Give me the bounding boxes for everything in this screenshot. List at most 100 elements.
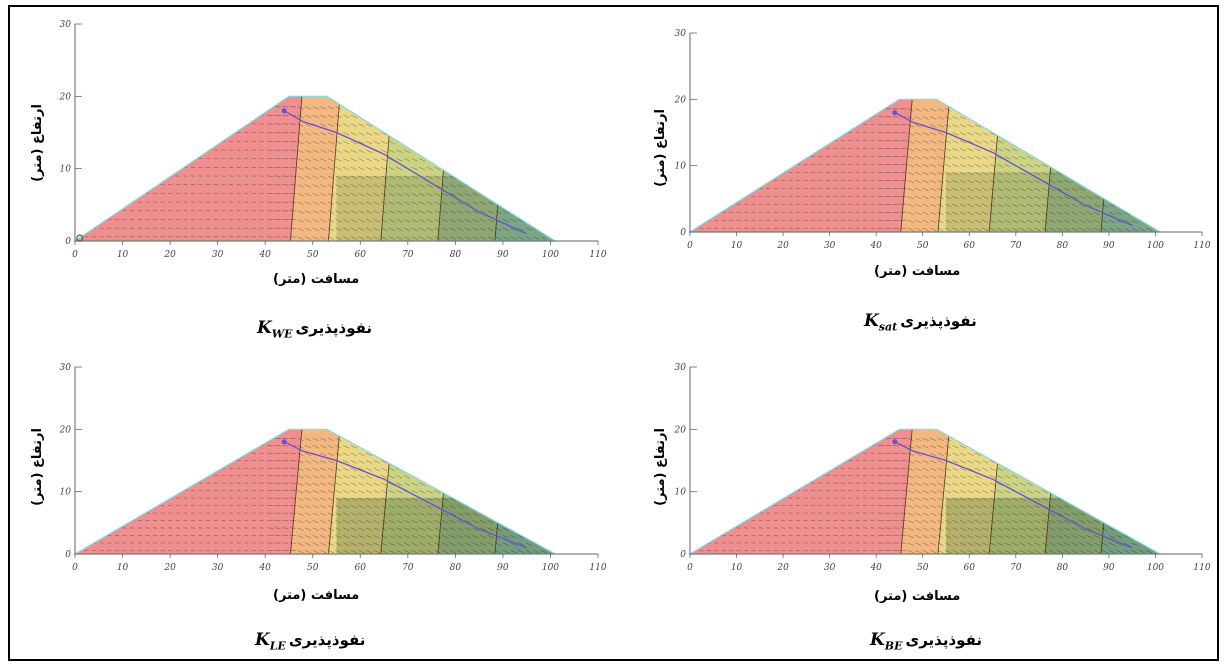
x-tick-label: 30: [212, 563, 224, 573]
x-tick-label: 80: [450, 563, 462, 573]
chart-kle: ارتفاع (متر) 0 10 20 30 40 50 60 70 80 90 100 110 0 1…: [30, 363, 607, 573]
x-tick-label: 0: [72, 563, 78, 573]
x-tick-label: 100: [1147, 241, 1164, 251]
x-tick-label: 70: [402, 563, 414, 573]
y-tick-label: 30: [60, 363, 72, 373]
x-tick-label: 90: [497, 563, 509, 573]
zone-boundary-line: [900, 429, 914, 554]
y-axis-label: ارتفاع (متر): [30, 104, 45, 182]
phreatic-start-marker: [892, 439, 898, 445]
y-axis-label: ارتفاع (متر): [653, 109, 668, 187]
x-axis-label: مسافت (متر): [874, 264, 961, 279]
phreatic-start-marker: [892, 110, 898, 116]
zone-boundary-line: [328, 429, 341, 554]
x-tick-label: 20: [163, 563, 176, 573]
y-tick-label: 20: [59, 425, 72, 435]
caption-symbol: KLE: [255, 630, 286, 653]
x-tick-label: 110: [1193, 563, 1210, 573]
zone-boundary-line: [290, 96, 303, 241]
x-tick-label: 80: [1057, 241, 1069, 251]
x-tick-label: 80: [1057, 563, 1069, 573]
dam-zones: [690, 99, 1161, 232]
x-tick-label: 40: [869, 563, 882, 573]
origin-marker: [76, 234, 84, 242]
x-axis-label: مسافت (متر): [273, 588, 360, 603]
x-tick-label: 70: [1010, 241, 1022, 251]
x-tick-label: 60: [964, 241, 976, 251]
zone-boundary-line: [328, 96, 341, 241]
y-tick-label: 20: [59, 92, 72, 102]
x-tick-label: 110: [589, 563, 606, 573]
y-axis-label-text: ارتفاع (متر): [30, 104, 45, 182]
chart-kbe: ارتفاع (متر) 0 10 20 30 40 50 60 70 80 90 100 110 0 1…: [653, 363, 1211, 573]
x-tick-label: 40: [258, 250, 271, 260]
panel-caption: KLE نفوذپذیری: [255, 630, 365, 652]
x-tick-label: 100: [542, 563, 559, 573]
y-axis-label: ارتفاع (متر): [653, 428, 668, 506]
core-zone: [900, 429, 950, 554]
zone-boundary-line: [290, 429, 303, 554]
y-tick-label: 0: [680, 228, 686, 238]
y-axis-label: ارتفاع (متر): [30, 428, 45, 506]
core-zone: [290, 96, 341, 241]
y-tick-label: 30: [60, 20, 72, 30]
dam-zones: [75, 429, 556, 554]
x-tick-label: 50: [307, 563, 319, 573]
y-tick-label: 10: [60, 488, 72, 498]
x-tick-label: 80: [450, 250, 462, 260]
phreatic-start-marker: [281, 108, 287, 114]
figure-frame: [8, 5, 1219, 661]
y-tick-label: 30: [675, 29, 687, 39]
y-tick-label: 20: [674, 425, 687, 435]
caption-word: نفوذپذیری: [905, 631, 983, 649]
x-tick-label: 60: [355, 250, 367, 260]
y-axis-label-text: ارتفاع (متر): [653, 109, 668, 187]
panel-caption: Ksat نفوذپذیری: [864, 311, 977, 333]
panel-ksat: ارتفاع (متر) 0 10 20 30 40 50 60 70 80 90 100 110 0 1…: [632, 8, 1222, 343]
x-tick-label: 70: [402, 250, 414, 260]
x-tick-label: 90: [497, 250, 509, 260]
upstream-shell-zone: [690, 429, 913, 554]
x-tick-label: 10: [117, 563, 129, 573]
y-axis-label-text: ارتفاع (متر): [30, 428, 45, 506]
x-tick-label: 20: [776, 563, 789, 573]
y-tick-label: 0: [680, 550, 686, 560]
x-tick-label: 100: [1147, 563, 1164, 573]
x-tick-label: 110: [1193, 241, 1210, 251]
zone-boundary-line: [900, 99, 914, 232]
panel-kbe: ارتفاع (متر) 0 10 20 30 40 50 60 70 80 90 100 110 0 1…: [632, 345, 1222, 663]
x-tick-label: 70: [1010, 563, 1022, 573]
phreatic-line: [283, 441, 527, 549]
phreatic-start-marker: [281, 439, 287, 445]
x-tick-label: 90: [1103, 563, 1115, 573]
x-tick-label: 50: [917, 241, 929, 251]
caption-symbol: KWE: [257, 318, 293, 341]
dam-zones: [75, 96, 556, 241]
core-zone: [900, 99, 950, 232]
x-tick-label: 0: [687, 241, 693, 251]
x-tick-label: 10: [731, 563, 743, 573]
x-tick-label: 60: [964, 563, 976, 573]
x-axis-label: مسافت (متر): [273, 272, 360, 287]
dam-zones: [690, 429, 1161, 554]
x-tick-label: 50: [307, 250, 319, 260]
caption-symbol: KBE: [870, 630, 903, 653]
caption-symbol: Ksat: [864, 311, 898, 334]
x-tick-label: 40: [258, 563, 271, 573]
x-tick-label: 30: [212, 250, 224, 260]
x-tick-label: 0: [687, 563, 693, 573]
panel-caption: KBE نفوذپذیری: [870, 630, 982, 652]
y-tick-label: 0: [65, 550, 71, 560]
y-tick-label: 10: [675, 162, 687, 172]
x-tick-label: 40: [869, 241, 882, 251]
x-tick-label: 100: [542, 250, 559, 260]
core-zone: [290, 429, 341, 554]
caption-word: نفوذپذیری: [288, 631, 366, 649]
y-tick-label: 20: [674, 95, 687, 105]
y-axis-label-text: ارتفاع (متر): [653, 428, 668, 506]
upstream-shell-zone: [75, 96, 303, 241]
panel-kwe: ارتفاع (متر) 0 10 20 30 40 50 60 70 80 90 100 110 0 1…: [15, 8, 615, 343]
x-tick-label: 50: [917, 563, 929, 573]
x-tick-label: 20: [776, 241, 789, 251]
chart-ksat: ارتفاع (متر) 0 10 20 30 40 50 60 70 80 90 100 110 0 1…: [653, 29, 1211, 251]
